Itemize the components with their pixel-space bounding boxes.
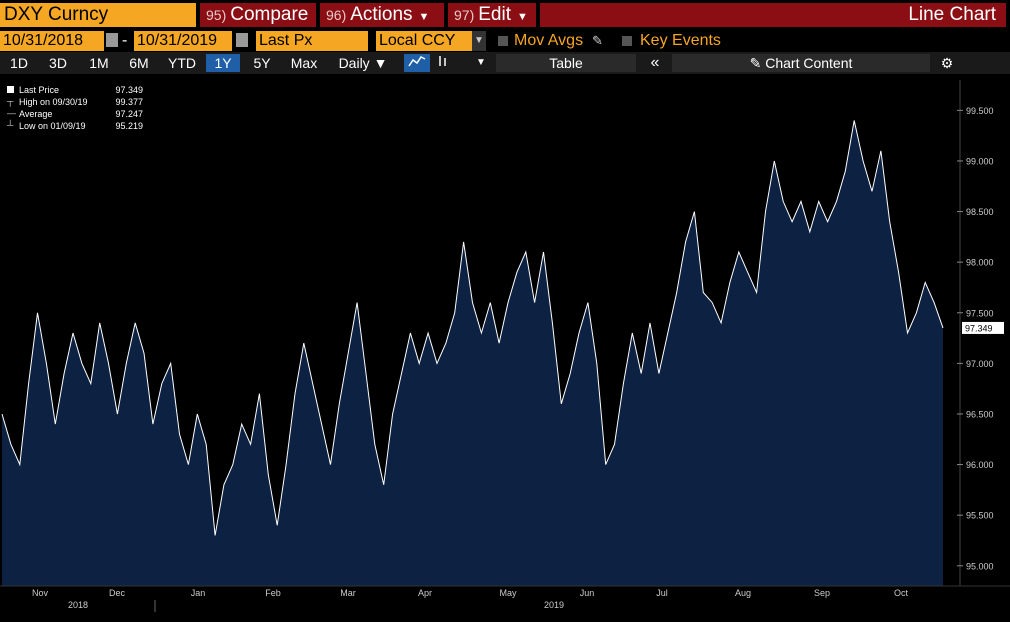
legend-label: Low on 01/09/19 bbox=[19, 121, 86, 131]
key-events-label[interactable]: Key Events bbox=[640, 32, 721, 49]
y-tick-label: 98.500 bbox=[966, 207, 994, 217]
bar-chart-icon[interactable] bbox=[432, 54, 454, 72]
y-tick-label: 96.500 bbox=[966, 409, 994, 419]
price-line bbox=[1, 120, 944, 536]
actions-button[interactable]: 96) Actions ▼ bbox=[320, 3, 444, 27]
legend-value: 99.377 bbox=[115, 97, 143, 107]
y-tick-label: 98.000 bbox=[966, 258, 994, 268]
high-marker-icon: ┬ bbox=[7, 96, 14, 106]
settings-gear-icon[interactable]: ⚙ bbox=[940, 55, 954, 71]
currency-dropdown-icon[interactable]: ▼ bbox=[472, 31, 486, 51]
last-price-badge bbox=[962, 321, 1004, 334]
key-events-checkbox[interactable] bbox=[622, 36, 632, 46]
last-price-marker-icon bbox=[7, 86, 14, 93]
y-tick-label: 99.000 bbox=[966, 156, 994, 166]
y-tick-label: 99.500 bbox=[966, 106, 994, 116]
last-price-label: 97.349 bbox=[965, 323, 993, 333]
period-toolbar: 1D 3D 1M 6M YTD 1Y 5Y Max Daily ▼ ▼ Tabl… bbox=[0, 52, 1010, 74]
legend-last-price: Last Price 97.349 bbox=[5, 84, 143, 96]
line-chart-icon[interactable] bbox=[404, 54, 430, 72]
frequency-select[interactable]: Daily ▼ bbox=[338, 55, 388, 71]
chart-content-button[interactable]: ✎ Chart Content bbox=[672, 54, 930, 72]
x-tick-label: Oct bbox=[894, 588, 909, 598]
average-marker-icon: — bbox=[7, 108, 16, 118]
period-1y[interactable]: 1Y bbox=[206, 54, 240, 72]
actions-number: 96) bbox=[326, 7, 347, 23]
x-tick-label: Mar bbox=[340, 588, 356, 598]
edit-label: Edit bbox=[478, 4, 511, 25]
edit-caret-icon: ▼ bbox=[516, 11, 528, 23]
period-1d[interactable]: 1D bbox=[10, 55, 28, 71]
start-date-field[interactable]: 10/31/2018 bbox=[0, 31, 104, 51]
end-date-field[interactable]: 10/31/2019 bbox=[134, 31, 232, 51]
price-chart[interactable]: 95.000 95.500 96.000 96.500 97.000 97.500 98.0… bbox=[0, 74, 1010, 622]
frequency-label: Daily bbox=[338, 55, 370, 71]
x-tick-label: Feb bbox=[265, 588, 281, 598]
legend-value: 97.349 bbox=[115, 85, 143, 95]
mov-avgs-label[interactable]: Mov Avgs bbox=[514, 32, 584, 49]
end-calendar-icon[interactable] bbox=[236, 33, 248, 47]
legend-label: Average bbox=[19, 109, 53, 119]
y-tick-label: 95.500 bbox=[966, 511, 994, 521]
period-5y[interactable]: 5Y bbox=[253, 55, 271, 71]
low-marker-icon: ┴ bbox=[7, 120, 14, 130]
x-year-label: 2018 bbox=[68, 600, 88, 610]
collapse-icon[interactable]: « bbox=[650, 54, 660, 71]
compare-number: 95) bbox=[206, 7, 227, 23]
legend-value: 95.219 bbox=[115, 121, 143, 131]
chart-legend: Last Price 97.349 ┬ High on 09/30/19 99.… bbox=[5, 84, 143, 132]
period-ytd[interactable]: YTD bbox=[168, 55, 196, 71]
compare-button[interactable]: 95) Compare bbox=[200, 3, 316, 27]
legend-value: 97.247 bbox=[115, 109, 143, 119]
edit-number: 97) bbox=[454, 7, 475, 23]
x-tick-label: Apr bbox=[418, 588, 432, 598]
x-tick-label: May bbox=[499, 588, 517, 598]
period-1m[interactable]: 1M bbox=[89, 55, 109, 71]
x-tick-label: Aug bbox=[735, 588, 751, 598]
chart-type-title: Line Chart bbox=[540, 3, 1006, 27]
x-tick-label: Sep bbox=[814, 588, 830, 598]
legend-low: ┴ Low on 01/09/19 95.219 bbox=[5, 120, 143, 132]
start-calendar-icon[interactable] bbox=[106, 33, 118, 47]
ticker-field[interactable]: DXY Curncy bbox=[0, 3, 196, 27]
legend-label: High on 09/30/19 bbox=[19, 97, 88, 107]
top-toolbar: DXY Curncy 95) Compare 96) Actions ▼ 97) Edi… bbox=[0, 0, 1010, 30]
pencil-icon[interactable]: ✎ bbox=[592, 33, 603, 48]
x-year-label: 2019 bbox=[544, 600, 564, 610]
legend-label: Last Price bbox=[19, 85, 60, 95]
y-tick-label: 97.500 bbox=[966, 308, 994, 318]
actions-caret-icon: ▼ bbox=[418, 11, 430, 23]
x-tick-label: Dec bbox=[109, 588, 126, 598]
y-tick-label: 97.000 bbox=[966, 359, 994, 369]
x-tick-label: Jul bbox=[656, 588, 668, 598]
currency-select[interactable]: Local CCY bbox=[376, 31, 472, 51]
x-tick-label: Nov bbox=[32, 588, 49, 598]
date-separator: - bbox=[122, 32, 128, 49]
legend-average: — Average 97.247 bbox=[5, 108, 143, 120]
legend-high: ┬ High on 09/30/19 99.377 bbox=[5, 96, 143, 108]
chart-content-icon: ✎ bbox=[749, 55, 762, 71]
y-tick-label: 95.000 bbox=[966, 561, 994, 571]
period-6m[interactable]: 6M bbox=[129, 55, 149, 71]
x-tick-label: Jan bbox=[191, 588, 206, 598]
price-area bbox=[2, 120, 943, 586]
field-select[interactable]: Last Px bbox=[256, 31, 368, 51]
mov-avgs-checkbox[interactable] bbox=[498, 36, 508, 46]
chart-style-dropdown-icon[interactable]: ▼ bbox=[476, 57, 486, 68]
table-button[interactable]: Table bbox=[496, 54, 636, 72]
actions-label: Actions bbox=[350, 4, 413, 25]
edit-button[interactable]: 97) Edit ▼ bbox=[448, 3, 536, 27]
x-tick-label: Jun bbox=[580, 588, 595, 598]
compare-label: Compare bbox=[230, 4, 309, 25]
parameters-row: 10/31/2018 - 10/31/2019 Last Px Local CC… bbox=[0, 30, 1010, 52]
period-max[interactable]: Max bbox=[290, 55, 318, 71]
period-3d[interactable]: 3D bbox=[49, 55, 67, 71]
chart-content-label: Chart Content bbox=[765, 55, 853, 71]
y-tick-label: 96.000 bbox=[966, 460, 994, 470]
